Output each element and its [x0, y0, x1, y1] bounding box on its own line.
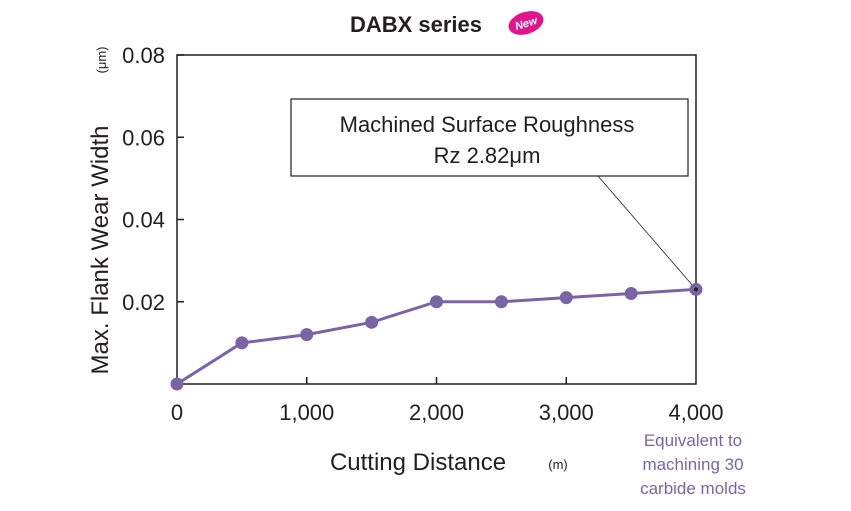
data-point: [365, 315, 379, 329]
callout-line2: Rz 2.82μm: [434, 143, 541, 168]
data-point: [624, 287, 638, 301]
data-point: [559, 291, 573, 305]
x-tick-label: 4,000: [668, 400, 723, 425]
x-tick-label: 1,000: [279, 400, 334, 425]
x-tick-label: 3,000: [539, 400, 594, 425]
y-ticks: 0.02 0.04 0.06 0.08: [122, 43, 184, 315]
data-point: [300, 328, 314, 342]
y-tick-label: 0.06: [122, 125, 165, 150]
callout-box: [290, 98, 689, 177]
series-points: [170, 282, 703, 391]
x-axis-label: Cutting Distance: [330, 449, 506, 476]
y-axis-label: Max. Flank Wear Width: [87, 126, 114, 375]
x-ticks: 0 1,000 2,000 3,000 4,000: [171, 377, 724, 425]
y-axis-unit: (μm): [94, 47, 109, 74]
callout-leader-line: [597, 175, 697, 290]
y-tick-label: 0.02: [122, 290, 165, 315]
x-tick-label: 2,000: [409, 400, 464, 425]
x-axis-unit: (m): [548, 457, 568, 472]
callout-target-dot: [694, 287, 698, 292]
x-tick-label: 0: [171, 400, 183, 425]
note-line-2: machining 30: [642, 455, 743, 474]
y-tick-label: 0.04: [122, 208, 165, 233]
chart-title: DABX series: [350, 12, 482, 37]
note-line-1: Equivalent to: [644, 431, 742, 450]
data-point: [170, 377, 184, 391]
note-line-3: carbide molds: [640, 479, 746, 498]
callout-line1: Machined Surface Roughness: [340, 112, 635, 137]
new-badge-icon: New: [508, 11, 544, 35]
data-point: [494, 295, 508, 309]
y-tick-label: 0.08: [122, 43, 165, 68]
data-point: [235, 336, 249, 350]
data-point: [430, 295, 443, 309]
